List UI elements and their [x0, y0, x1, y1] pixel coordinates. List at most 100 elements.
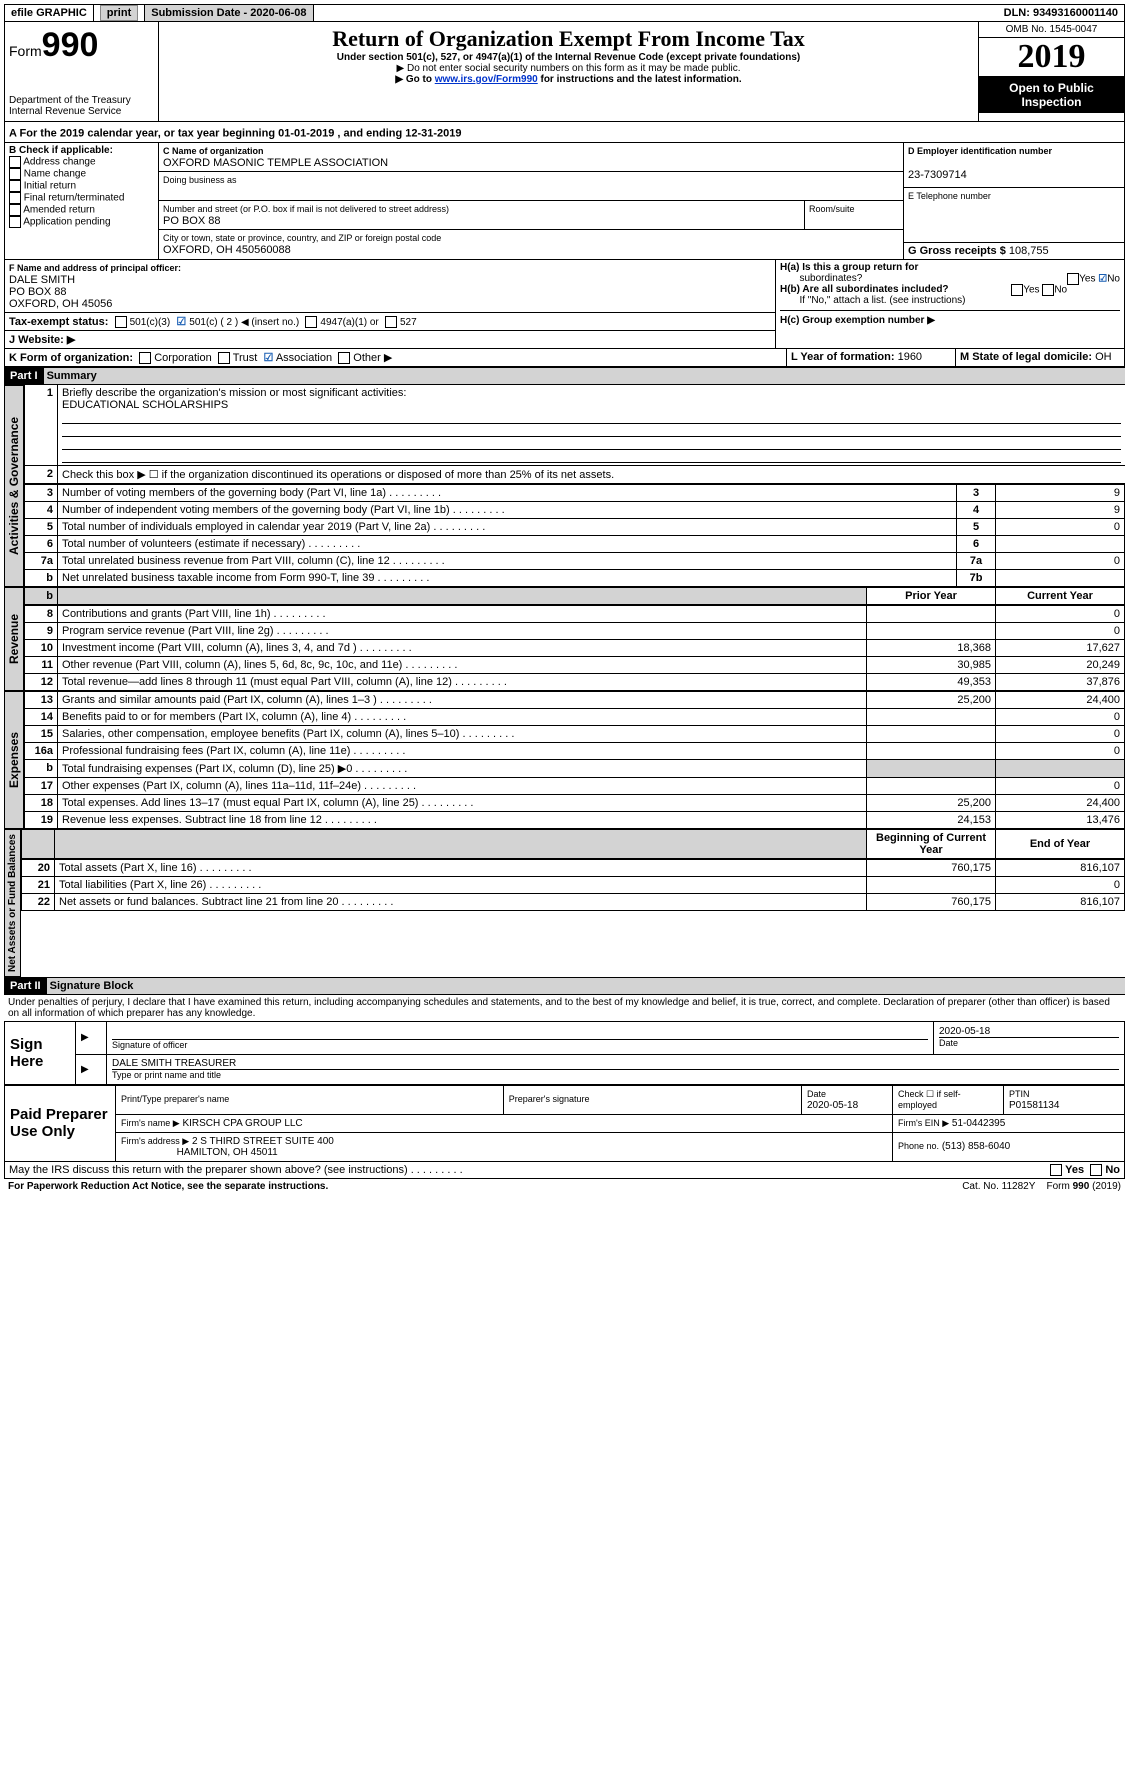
table-row: 6Total number of volunteers (estimate if…	[25, 535, 1125, 552]
form-subtitle: Under section 501(c), 527, or 4947(a)(1)…	[163, 52, 974, 63]
mission-label: Briefly describe the organization's miss…	[62, 387, 406, 399]
section-m: M State of legal domicile: OH	[955, 349, 1124, 366]
tax-status-label: Tax-exempt status:	[9, 316, 108, 328]
amended-return-checkbox[interactable]	[9, 204, 21, 216]
table-row: 8Contributions and grants (Part VIII, li…	[25, 605, 1125, 622]
firm-addr-label: Firm's address ▶	[121, 1136, 189, 1146]
officer-name-label: Type or print name and title	[112, 1070, 221, 1080]
table-row: 4Number of independent voting members of…	[25, 501, 1125, 518]
table-row: 16aProfessional fundraising fees (Part I…	[25, 742, 1125, 759]
netassets-tab: Net Assets or Fund Balances	[4, 829, 21, 977]
initial-return-checkbox[interactable]	[9, 180, 21, 192]
preparer-name-label: Print/Type preparer's name	[121, 1094, 229, 1104]
officer-name: DALE SMITH	[9, 274, 75, 286]
officer-printed-name: DALE SMITH TREASURER	[112, 1058, 1119, 1070]
part1-title: Summary	[47, 370, 97, 382]
firm-addr: 2 S THIRD STREET SUITE 400	[192, 1136, 334, 1147]
org-name-label: C Name of organization	[163, 146, 264, 156]
begin-year-header: Beginning of Current Year	[867, 829, 996, 858]
trust-checkbox[interactable]	[218, 352, 230, 364]
street-label: Number and street (or P.O. box if mail i…	[163, 204, 449, 214]
table-row: 17Other expenses (Part IX, column (A), l…	[25, 777, 1125, 794]
pra-notice: For Paperwork Reduction Act Notice, see …	[8, 1181, 962, 1192]
section-l: L Year of formation: 1960	[786, 349, 955, 366]
gross-receipts-value: 108,755	[1009, 245, 1049, 257]
table-row: 3Number of voting members of the governi…	[25, 484, 1125, 501]
perjury-text: Under penalties of perjury, I declare th…	[4, 995, 1125, 1021]
efile-label: efile GRAPHIC	[5, 5, 94, 21]
table-row: 9Program service revenue (Part VIII, lin…	[25, 622, 1125, 639]
form-title: Return of Organization Exempt From Incom…	[163, 26, 974, 52]
section-b: B Check if applicable: Address change Na…	[5, 143, 159, 259]
current-year-header: Current Year	[996, 587, 1125, 604]
firm-addr2: HAMILTON, OH 45011	[177, 1147, 278, 1158]
cat-no: Cat. No. 11282Y	[962, 1181, 1035, 1192]
sign-date: 2020-05-18	[939, 1026, 1119, 1038]
sign-here-label: Sign Here	[5, 1021, 76, 1084]
open-public-badge: Open to PublicInspection	[979, 77, 1124, 113]
table-row: 22Net assets or fund balances. Subtract …	[22, 893, 1125, 910]
form990-link[interactable]: www.irs.gov/Form990	[435, 74, 538, 85]
gross-receipts-label: G Gross receipts $	[908, 245, 1006, 257]
h-b-label: H(b) Are all subordinates included? Yes …	[780, 284, 1120, 306]
discuss-yes-checkbox[interactable]	[1050, 1164, 1062, 1176]
ha-yes-checkbox[interactable]	[1067, 273, 1079, 285]
table-row: 10Investment income (Part VIII, column (…	[25, 639, 1125, 656]
street-address: PO BOX 88	[163, 215, 220, 227]
part2-badge: Part II	[4, 978, 47, 994]
part2-title: Signature Block	[50, 980, 134, 992]
sig-officer-label: Signature of officer	[112, 1040, 187, 1050]
privacy-note: ▶ Do not enter social security numbers o…	[163, 63, 974, 74]
tax-year: 2019	[979, 38, 1124, 77]
corp-checkbox[interactable]	[139, 352, 151, 364]
527-checkbox[interactable]	[385, 316, 397, 328]
name-change-checkbox[interactable]	[9, 168, 21, 180]
tax-period: A For the 2019 calendar year, or tax yea…	[4, 122, 1125, 143]
print-button[interactable]: print	[100, 5, 138, 21]
phone-label: E Telephone number	[908, 191, 991, 201]
table-row: 21Total liabilities (Part X, line 26)0	[22, 876, 1125, 893]
h-a-label: H(a) Is this a group return for subordin…	[780, 262, 1120, 284]
table-row: 20Total assets (Part X, line 16)760,1758…	[22, 859, 1125, 876]
address-change-checkbox[interactable]	[9, 156, 21, 168]
table-row: 12Total revenue—add lines 8 through 11 (…	[25, 673, 1125, 690]
4947-checkbox[interactable]	[305, 316, 317, 328]
dba-label: Doing business as	[163, 175, 237, 185]
prior-year-header: Prior Year	[867, 587, 996, 604]
preparer-date-label: Date	[807, 1089, 826, 1099]
form-footer: Form 990 (2019)	[1047, 1181, 1121, 1192]
expenses-tab: Expenses	[4, 691, 24, 829]
other-checkbox[interactable]	[338, 352, 350, 364]
part1-badge: Part I	[4, 368, 44, 384]
hb-no-checkbox[interactable]	[1042, 284, 1054, 296]
501c-checkmark-icon: ☑	[176, 316, 186, 328]
officer-addr1: PO BOX 88	[9, 286, 66, 298]
omb-no: OMB No. 1545-0047	[979, 22, 1124, 38]
officer-addr2: OXFORD, OH 45056	[9, 298, 112, 310]
table-row: 15Salaries, other compensation, employee…	[25, 725, 1125, 742]
table-row: bTotal fundraising expenses (Part IX, co…	[25, 759, 1125, 777]
firm-phone-label: Phone no.	[898, 1141, 939, 1151]
end-year-header: End of Year	[996, 829, 1125, 858]
discuss-no-checkbox[interactable]	[1090, 1164, 1102, 1176]
city-state-zip: OXFORD, OH 450560088	[163, 244, 291, 256]
section-k: K Form of organization: Corporation Trus…	[5, 349, 786, 366]
hb-yes-checkbox[interactable]	[1011, 284, 1023, 296]
city-label: City or town, state or province, country…	[163, 233, 441, 243]
submission-date: Submission Date - 2020-06-08	[145, 5, 313, 21]
revenue-tab: Revenue	[4, 587, 24, 691]
application-pending-checkbox[interactable]	[9, 216, 21, 228]
table-row: 19Revenue less expenses. Subtract line 1…	[25, 811, 1125, 828]
ha-no-checkmark-icon: ☑	[1098, 273, 1107, 284]
preparer-date: 2020-05-18	[807, 1100, 858, 1111]
preparer-sig-label: Preparer's signature	[509, 1094, 590, 1104]
top-toolbar: efile GRAPHIC print Submission Date - 20…	[4, 4, 1125, 22]
ein-label: D Employer identification number	[908, 146, 1052, 156]
room-label: Room/suite	[809, 204, 855, 214]
final-return-checkbox[interactable]	[9, 192, 21, 204]
ptin-label: PTIN	[1009, 1089, 1030, 1099]
table-row: 7aTotal unrelated business revenue from …	[25, 552, 1125, 569]
501c3-checkbox[interactable]	[115, 316, 127, 328]
org-name: OXFORD MASONIC TEMPLE ASSOCIATION	[163, 157, 388, 169]
form-id-block: Form990 Department of the Treasury Inter…	[5, 22, 159, 121]
